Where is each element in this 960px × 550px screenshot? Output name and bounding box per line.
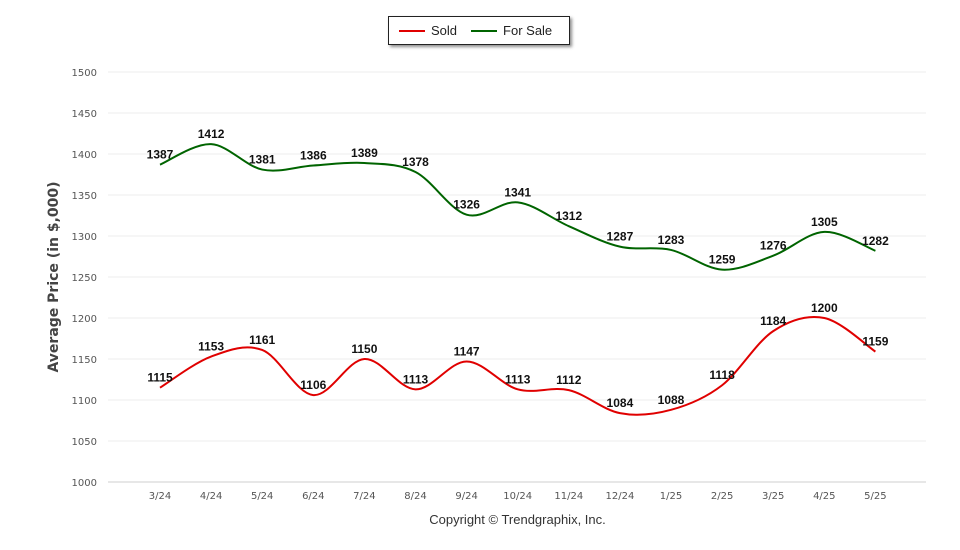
y-tick-label: 1300 xyxy=(72,232,97,243)
legend-item-sold[interactable]: Sold xyxy=(399,23,457,38)
x-tick-label: 4/24 xyxy=(200,491,222,502)
y-tick-label: 1050 xyxy=(72,437,97,448)
x-tick-label: 5/25 xyxy=(864,491,886,502)
x-tick-label: 11/24 xyxy=(554,491,583,502)
data-label: 1088 xyxy=(658,393,685,407)
data-label: 1161 xyxy=(249,333,275,347)
y-tick-label: 1150 xyxy=(72,355,97,366)
data-label: 1084 xyxy=(607,396,634,410)
data-label: 1113 xyxy=(505,372,531,386)
data-label: 1312 xyxy=(555,209,582,223)
data-label: 1389 xyxy=(351,146,378,160)
data-label: 1386 xyxy=(300,148,327,162)
data-label: 1147 xyxy=(454,344,480,358)
legend-label-sold: Sold xyxy=(431,23,458,38)
y-axis-ticks: 1000 1050 1100 1150 1200 1250 1300 1350 1400 1450… xyxy=(72,68,97,489)
legend-swatch-for-sale xyxy=(471,29,498,32)
series-line-sold xyxy=(159,316,876,416)
x-tick-label: 2/25 xyxy=(711,491,733,502)
legend-label-for-sale: For Sale xyxy=(503,23,553,38)
data-label: 1378 xyxy=(402,155,429,169)
grid-lines xyxy=(108,71,926,483)
legend: Sold For Sale xyxy=(388,16,570,45)
data-label: 1305 xyxy=(811,215,838,229)
y-tick-label: 1250 xyxy=(72,273,97,284)
x-tick-label: 9/24 xyxy=(455,491,477,502)
data-label: 1341 xyxy=(504,185,531,199)
data-label: 1153 xyxy=(198,340,224,354)
data-label: 1115 xyxy=(147,371,173,385)
y-axis-label: Average Price (in $,000) xyxy=(46,181,62,372)
y-tick-label: 1450 xyxy=(72,109,97,120)
x-tick-label: 6/24 xyxy=(302,491,324,502)
legend-item-for-sale[interactable]: For Sale xyxy=(471,23,552,38)
legend-swatch-sold xyxy=(399,29,425,32)
data-label: 1282 xyxy=(862,234,889,248)
x-tick-label: 1/25 xyxy=(660,491,682,502)
data-label: 1326 xyxy=(453,198,480,212)
data-label: 1159 xyxy=(862,335,888,349)
series-lines xyxy=(159,143,876,416)
x-tick-label: 7/24 xyxy=(353,491,375,502)
data-label: 1381 xyxy=(249,153,276,167)
copyright-text: Copyright © Trendgraphix, Inc. xyxy=(429,512,606,527)
x-tick-label: 3/24 xyxy=(149,491,171,502)
data-label: 1150 xyxy=(351,342,377,356)
data-label: 1276 xyxy=(760,239,787,253)
x-tick-label: 3/25 xyxy=(762,491,784,502)
y-tick-label: 1400 xyxy=(72,150,97,161)
y-tick-label: 1500 xyxy=(72,68,97,79)
data-label: 1287 xyxy=(607,230,634,244)
data-labels: 1115 1153 1161 1106 1150 1113 1147 1113 1112 1084… xyxy=(147,127,889,410)
data-label: 1112 xyxy=(556,373,582,387)
x-tick-label: 8/24 xyxy=(404,491,426,502)
y-tick-label: 1200 xyxy=(72,314,97,325)
data-label: 1412 xyxy=(198,127,225,141)
data-label: 1200 xyxy=(811,301,838,315)
data-label: 1387 xyxy=(147,148,174,162)
data-label: 1113 xyxy=(403,372,429,386)
y-tick-label: 1350 xyxy=(72,191,97,202)
x-tick-label: 10/24 xyxy=(503,491,532,502)
y-tick-label: 1100 xyxy=(72,396,97,407)
data-label: 1259 xyxy=(709,253,736,267)
data-label: 1118 xyxy=(709,368,735,382)
x-tick-label: 12/24 xyxy=(605,491,634,502)
series-line-for-sale xyxy=(159,143,876,271)
x-tick-label: 4/25 xyxy=(813,491,835,502)
data-label: 1283 xyxy=(658,233,685,247)
x-tick-label: 5/24 xyxy=(251,491,273,502)
data-label: 1184 xyxy=(760,314,786,328)
data-label: 1106 xyxy=(300,378,326,392)
x-axis-ticks: 3/24 4/24 5/24 6/24 7/24 8/24 9/24 10/24 11/24 12… xyxy=(149,491,887,502)
y-tick-label: 1000 xyxy=(72,478,97,489)
